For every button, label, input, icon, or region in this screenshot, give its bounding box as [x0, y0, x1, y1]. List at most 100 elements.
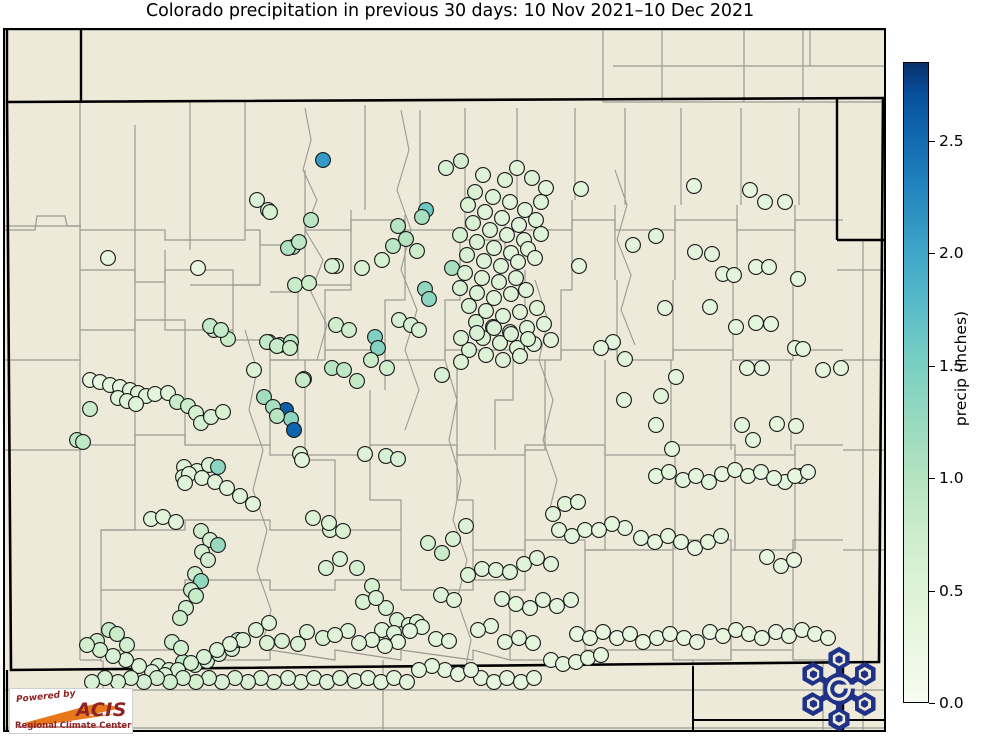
station-marker[interactable] — [105, 648, 121, 664]
station-marker[interactable] — [492, 335, 508, 351]
station-marker[interactable] — [196, 649, 212, 665]
station-marker[interactable] — [486, 240, 502, 256]
station-marker[interactable] — [781, 628, 797, 644]
station-marker[interactable] — [715, 628, 731, 644]
station-marker[interactable] — [469, 325, 485, 341]
station-marker[interactable] — [324, 258, 340, 274]
station-marker[interactable] — [734, 417, 750, 433]
station-marker[interactable] — [128, 396, 144, 412]
station-marker[interactable] — [786, 552, 802, 568]
station-marker[interactable] — [379, 360, 395, 376]
station-marker[interactable] — [657, 300, 673, 316]
station-marker[interactable] — [461, 342, 477, 358]
station-marker[interactable] — [509, 160, 525, 176]
station-marker[interactable] — [172, 610, 188, 626]
station-marker[interactable] — [511, 630, 527, 646]
station-marker[interactable] — [502, 194, 518, 210]
station-marker[interactable] — [773, 558, 789, 574]
station-marker[interactable] — [593, 340, 609, 356]
station-marker[interactable] — [726, 267, 742, 283]
station-marker[interactable] — [551, 522, 567, 538]
station-marker[interactable] — [582, 630, 598, 646]
station-marker[interactable] — [378, 600, 394, 616]
station-marker[interactable] — [543, 556, 559, 572]
station-marker[interactable] — [421, 291, 437, 307]
station-marker[interactable] — [754, 630, 770, 646]
station-marker[interactable] — [563, 592, 579, 608]
station-marker[interactable] — [520, 331, 536, 347]
station-marker[interactable] — [290, 636, 306, 652]
station-marker[interactable] — [512, 304, 528, 320]
station-marker[interactable] — [249, 192, 265, 208]
station-marker[interactable] — [363, 352, 379, 368]
station-marker[interactable] — [259, 635, 275, 651]
station-marker[interactable] — [495, 352, 511, 368]
station-marker[interactable] — [526, 670, 542, 686]
station-marker[interactable] — [555, 656, 571, 672]
station-marker[interactable] — [209, 642, 225, 658]
station-marker[interactable] — [625, 237, 641, 253]
station-marker[interactable] — [664, 441, 680, 457]
station-marker[interactable] — [335, 523, 351, 539]
station-marker[interactable] — [476, 253, 492, 269]
station-marker[interactable] — [700, 534, 716, 550]
station-marker[interactable] — [295, 372, 311, 388]
station-marker[interactable] — [788, 418, 804, 434]
station-marker[interactable] — [470, 622, 486, 638]
station-marker[interactable] — [633, 530, 649, 546]
station-marker[interactable] — [109, 626, 125, 642]
station-marker[interactable] — [398, 231, 414, 247]
station-marker[interactable] — [491, 274, 507, 290]
station-marker[interactable] — [332, 551, 348, 567]
station-marker[interactable] — [524, 170, 540, 186]
station-marker[interactable] — [411, 322, 427, 338]
station-marker[interactable] — [428, 631, 444, 647]
station-marker[interactable] — [409, 243, 425, 259]
station-marker[interactable] — [647, 534, 663, 550]
station-marker[interactable] — [177, 475, 193, 491]
station-marker[interactable] — [754, 360, 770, 376]
station-marker[interactable] — [745, 432, 761, 448]
station-marker[interactable] — [215, 404, 231, 420]
station-marker[interactable] — [390, 218, 406, 234]
station-marker[interactable] — [833, 360, 849, 376]
station-marker[interactable] — [210, 459, 226, 475]
station-marker[interactable] — [522, 600, 538, 616]
station-marker[interactable] — [533, 226, 549, 242]
station-marker[interactable] — [662, 626, 678, 642]
station-marker[interactable] — [739, 360, 755, 376]
station-marker[interactable] — [820, 630, 836, 646]
station-marker[interactable] — [411, 662, 427, 678]
station-marker[interactable] — [689, 634, 705, 650]
station-marker[interactable] — [687, 244, 703, 260]
station-marker[interactable] — [336, 362, 352, 378]
station-marker[interactable] — [604, 516, 620, 532]
station-marker[interactable] — [474, 561, 490, 577]
station-marker[interactable] — [503, 326, 519, 342]
station-marker[interactable] — [79, 637, 95, 653]
station-marker[interactable] — [364, 632, 380, 648]
station-marker[interactable] — [303, 212, 319, 228]
station-marker[interactable] — [420, 535, 436, 551]
station-marker[interactable] — [478, 347, 494, 363]
station-marker[interactable] — [653, 388, 669, 404]
station-marker[interactable] — [815, 362, 831, 378]
station-marker[interactable] — [686, 178, 702, 194]
station-marker[interactable] — [486, 320, 502, 336]
station-marker[interactable] — [434, 545, 450, 561]
station-marker[interactable] — [528, 212, 544, 228]
station-marker[interactable] — [349, 373, 365, 389]
station-marker[interactable] — [488, 562, 504, 578]
station-marker[interactable] — [347, 673, 363, 689]
station-marker[interactable] — [474, 270, 490, 286]
station-marker[interactable] — [299, 624, 315, 640]
station-marker[interactable] — [459, 247, 475, 263]
station-marker[interactable] — [399, 674, 415, 690]
station-marker[interactable] — [246, 362, 262, 378]
station-marker[interactable] — [727, 462, 743, 478]
station-marker[interactable] — [486, 290, 502, 306]
station-marker[interactable] — [193, 573, 209, 589]
station-marker[interactable] — [763, 316, 779, 332]
station-marker[interactable] — [495, 308, 511, 324]
station-marker[interactable] — [549, 598, 565, 614]
